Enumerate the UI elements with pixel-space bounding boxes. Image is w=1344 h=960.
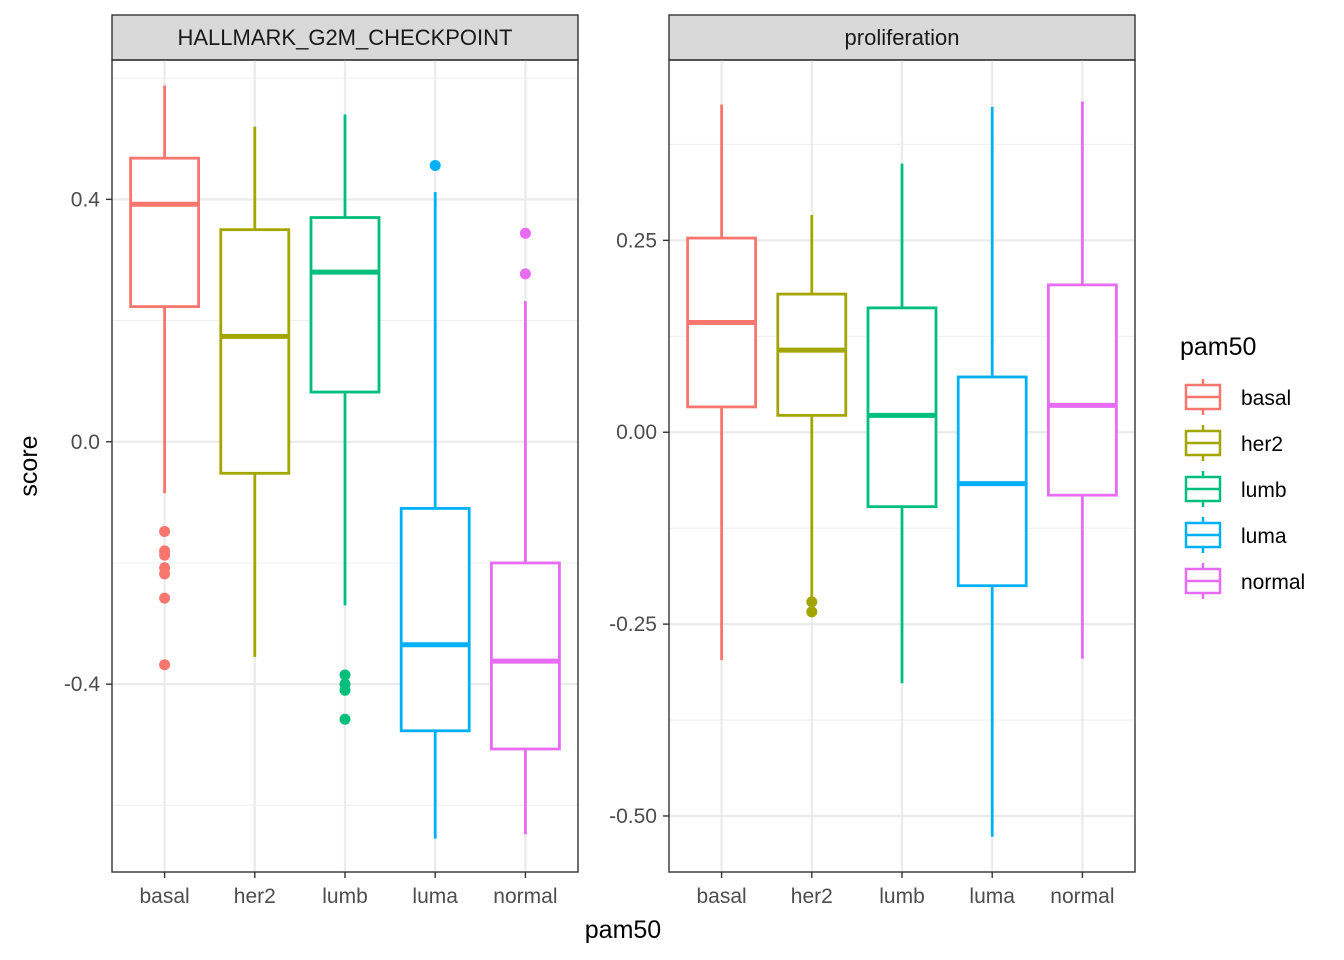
outlier-point	[159, 525, 171, 537]
x-tick-label: lumb	[322, 885, 368, 908]
box-iqr	[776, 292, 848, 417]
panel-title: HALLMARK_G2M_CHECKPOINT	[178, 25, 513, 50]
y-tick-label: 0.0	[71, 431, 100, 454]
outlier-point	[519, 268, 531, 280]
panel-hallmark-g2m-checkpoint: HALLMARK_G2M_CHECKPOINT -0.4 0.0 0.4 basal…	[64, 14, 579, 908]
outlier-point	[429, 159, 441, 171]
y-tick-label: 0.4	[71, 188, 101, 211]
x-tick-label: normal	[493, 885, 557, 908]
x-tick-label: normal	[1050, 885, 1114, 908]
outlier-point	[159, 549, 171, 561]
y-tick-label: 0.00	[616, 421, 657, 444]
box-her2	[776, 215, 848, 618]
boxes	[686, 101, 1118, 837]
box-lumb	[309, 114, 381, 725]
legend-item-her2: her2	[1184, 425, 1283, 461]
box-iqr	[219, 228, 291, 475]
box-iqr	[489, 561, 561, 751]
legend-label: lumb	[1241, 479, 1287, 502]
outlier-point	[159, 568, 171, 580]
x-tick-label: lumb	[879, 885, 925, 908]
legend-item-luma: luma	[1184, 517, 1287, 553]
legend-item-normal: normal	[1184, 563, 1305, 599]
panel-proliferation: proliferation -0.50 -0.25 0.00 0.25 basal he…	[609, 14, 1136, 908]
legend-label: basal	[1241, 387, 1291, 410]
outlier-point	[806, 596, 818, 608]
box-her2	[219, 126, 291, 657]
y-tick-label: -0.50	[609, 805, 657, 828]
x-tick-label: her2	[791, 885, 833, 908]
box-luma	[956, 106, 1028, 837]
y-tick-label: -0.25	[609, 613, 657, 636]
legend-items: basal her2 lumb luma normal	[1184, 379, 1305, 599]
legend-title: pam50	[1180, 333, 1256, 361]
y-axis: -0.50 -0.25 0.00 0.25	[609, 229, 669, 828]
x-axis-title: pam50	[585, 916, 661, 944]
legend-label: normal	[1241, 571, 1305, 594]
y-tick-label: -0.4	[64, 673, 101, 696]
x-tick-label: her2	[234, 885, 276, 908]
panel-strip	[668, 14, 1136, 61]
outlier-point	[339, 684, 351, 696]
box-iqr	[866, 306, 938, 509]
y-axis-title: score	[15, 435, 43, 496]
x-axis: basal her2 lumb luma normal	[139, 872, 558, 908]
box-basal	[686, 104, 757, 661]
legend-item-lumb: lumb	[1184, 471, 1287, 507]
box-basal	[129, 85, 201, 671]
outlier-point	[159, 592, 171, 604]
x-tick-label: luma	[969, 885, 1015, 908]
boxes	[129, 85, 561, 839]
y-tick-label: 0.25	[616, 229, 657, 252]
box-iqr	[1047, 283, 1118, 497]
box-iqr	[309, 216, 381, 394]
box-iqr	[399, 507, 471, 733]
x-tick-label: basal	[696, 885, 746, 908]
legend-item-basal: basal	[1184, 379, 1291, 415]
legend: pam50 basal her2 lumb luma normal	[1180, 333, 1305, 599]
panel-strip	[111, 14, 579, 61]
box-luma	[399, 159, 471, 839]
y-axis: -0.4 0.0 0.4	[64, 188, 112, 696]
outlier-point	[339, 713, 351, 725]
legend-label: her2	[1241, 433, 1283, 456]
legend-label: luma	[1241, 525, 1287, 548]
outlier-point	[159, 659, 171, 671]
panel-title: proliferation	[845, 25, 960, 50]
outlier-point	[806, 606, 818, 618]
outlier-point	[519, 227, 531, 239]
x-tick-label: luma	[412, 885, 458, 908]
x-tick-label: basal	[139, 885, 189, 908]
x-axis: basal her2 lumb luma normal	[696, 872, 1115, 908]
box-normal	[1047, 101, 1118, 659]
box-normal	[489, 227, 561, 835]
box-iqr	[129, 156, 201, 309]
box-lumb	[866, 163, 938, 684]
outlier-point	[339, 669, 351, 681]
